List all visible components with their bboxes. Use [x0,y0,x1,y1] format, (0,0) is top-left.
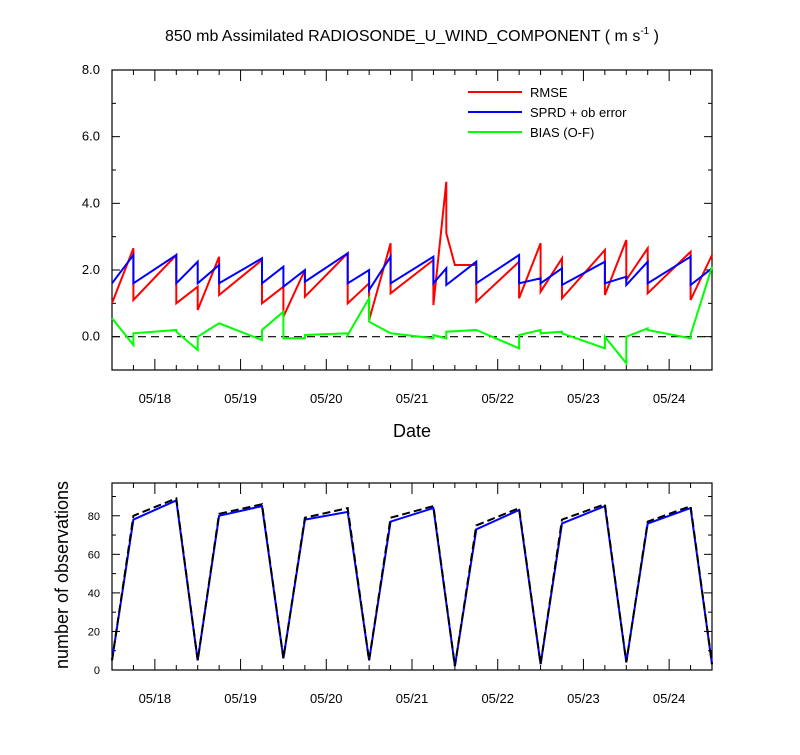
bottom-xtick-label: 05/24 [653,691,686,706]
chart-title-end: ) [649,28,659,45]
bottom-frame [111,482,713,671]
bottom-xtick-label: 05/18 [139,691,172,706]
bottom-series-obs-assimilated [111,498,713,667]
bottom-xtick-label: 05/21 [396,691,429,706]
top-xtick-label: 05/19 [224,391,257,406]
bottom-xtick-label: 05/23 [567,691,600,706]
bottom-ytick-label: 0 [94,665,100,677]
top-xtick-label: 05/23 [567,391,600,406]
top-ytick-label: 8.0 [82,62,100,77]
chart-title-main: 850 mb Assimilated RADIOSONDE_U_WIND_COM… [165,28,640,45]
legend-label: BIAS (O-F) [530,125,594,140]
bottom-xtick-label: 05/19 [224,691,257,706]
bottom-ytick-label: 80 [88,511,100,523]
rmse-panel: 0.0 2.0 4.0 6.0 8.0 05/18 05/19 05/20 05/21 05/22… [82,62,713,406]
top-series-sprd-ob-error [111,251,713,294]
top-ytick-label: 0.0 [82,329,100,344]
bottom-xtick-label: 05/22 [481,691,514,706]
bottom-series-obs-possible [111,496,713,667]
top-xtick-label: 05/22 [481,391,514,406]
top-ytick-label: 4.0 [82,195,100,210]
top-xtick-label: 05/18 [139,391,172,406]
bottom-ytick-label: 20 [88,626,100,638]
y-axis-label: number of observations [52,481,72,669]
legend-label: RMSE [530,85,568,100]
observations-panel: 0 20 40 60 80 05/18 05/19 05/20 05/21 05/22 05/23 0… [88,482,713,706]
bottom-xtick-label: 05/20 [310,691,343,706]
top-series-rmse [111,181,713,321]
top-xtick-label: 05/20 [310,391,343,406]
top-xtick-label: 05/21 [396,391,429,406]
top-series-bias-o-f [111,266,713,367]
bottom-ytick-label: 40 [88,588,100,600]
top-ytick-label: 2.0 [82,262,100,277]
x-axis-label: Date [393,421,431,441]
chart-title: 850 mb Assimilated RADIOSONDE_U_WIND_COM… [165,26,659,45]
bottom-ytick-label: 60 [88,549,100,561]
top-xtick-label: 05/24 [653,391,686,406]
legend-label: SPRD + ob error [530,105,627,120]
chart-title-superscript: -1 [640,26,649,37]
top-ytick-label: 6.0 [82,129,100,144]
